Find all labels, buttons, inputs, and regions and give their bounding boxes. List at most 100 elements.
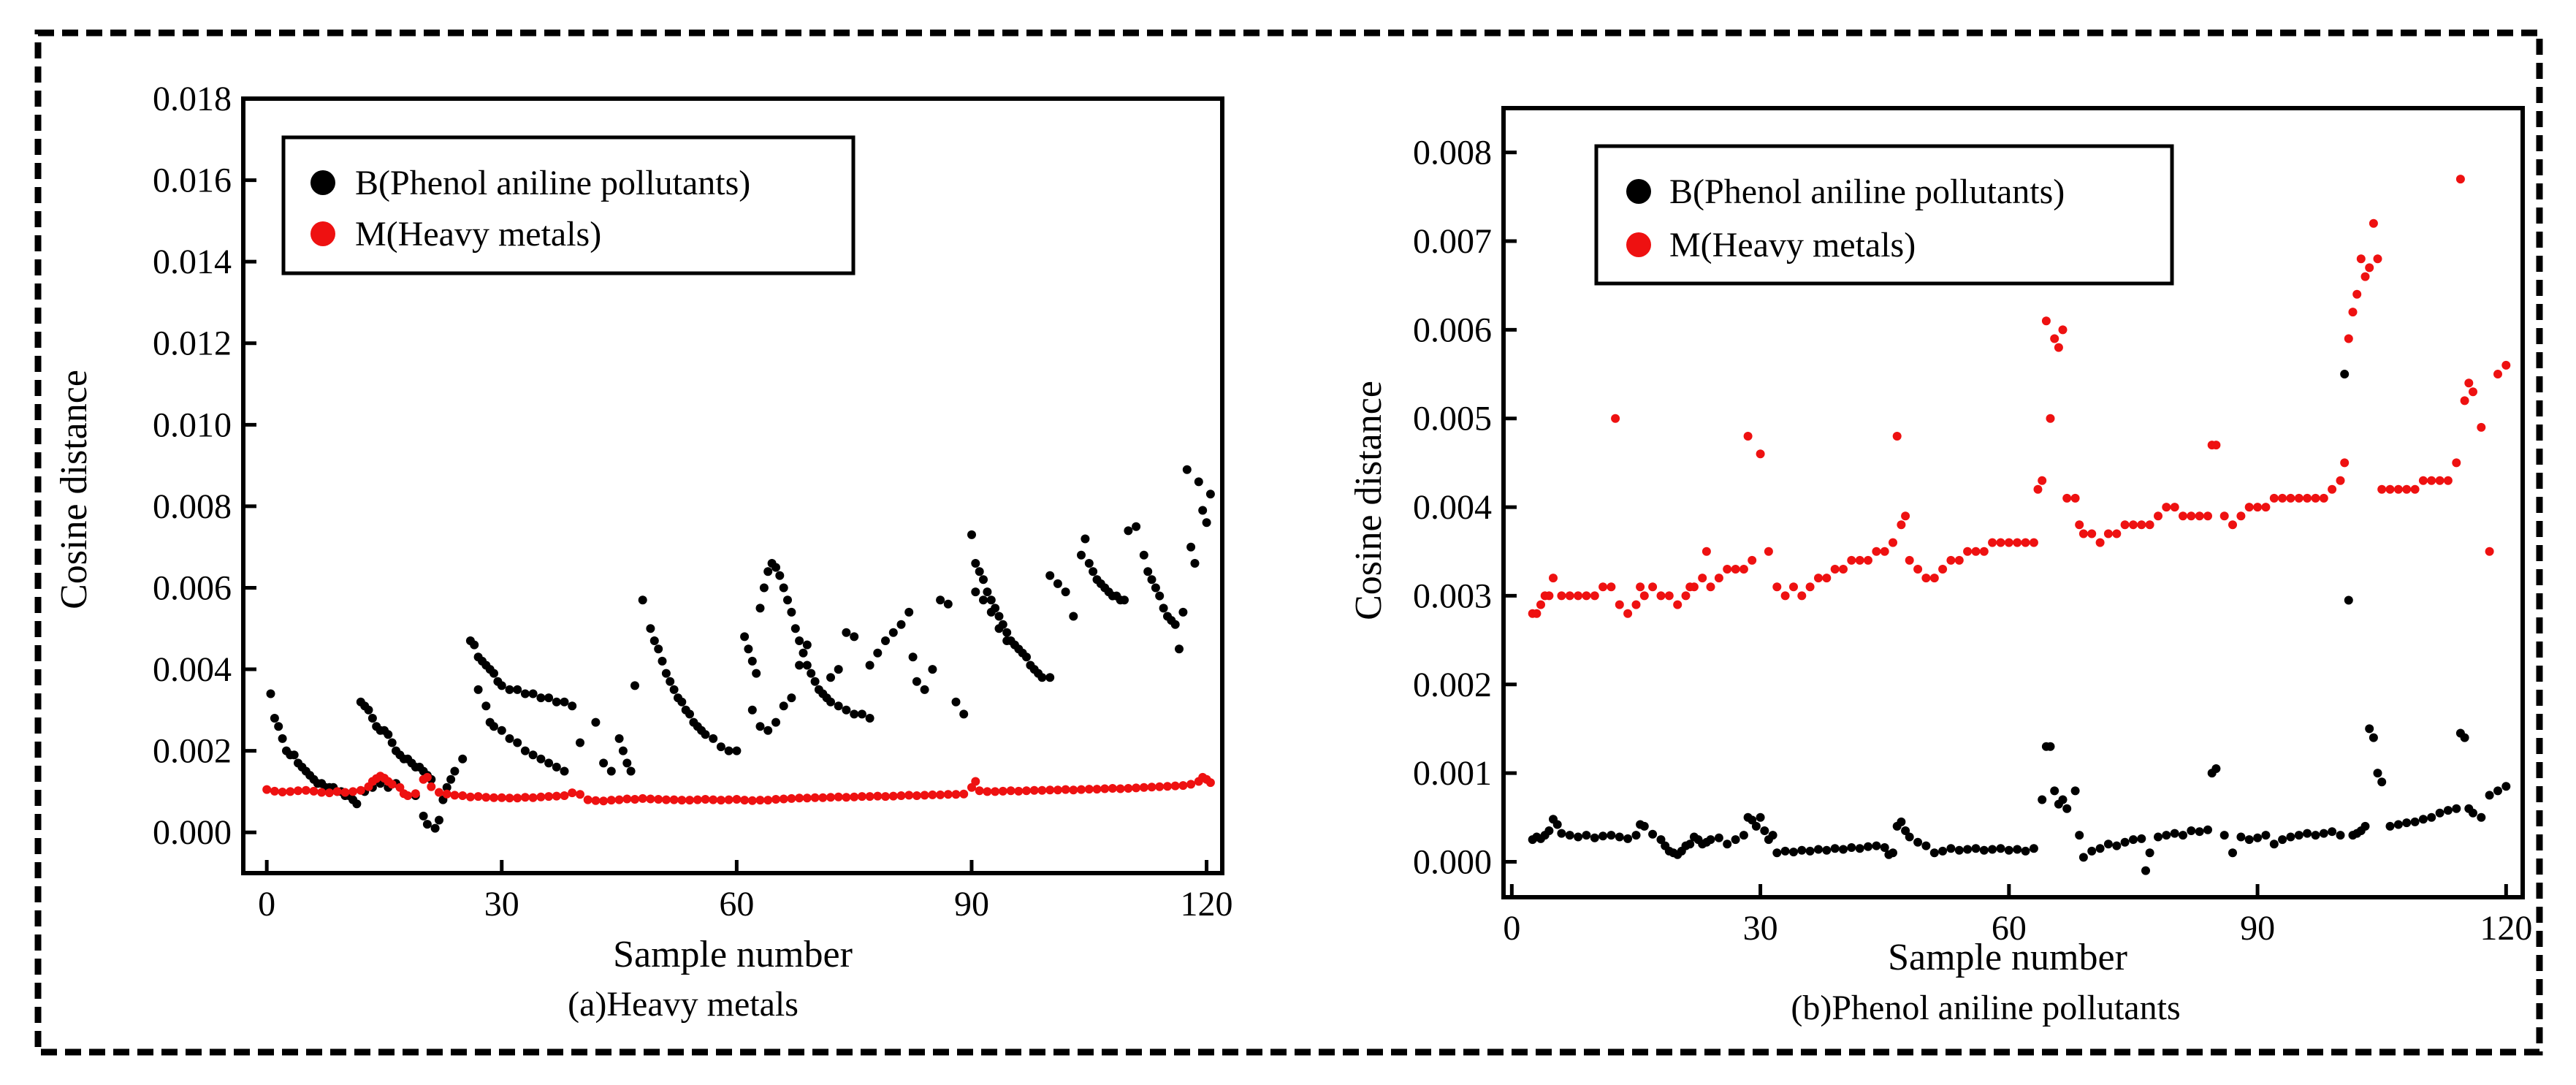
data-point-b	[649, 636, 659, 645]
data-point-m	[1170, 781, 1180, 791]
data-point-m	[959, 789, 969, 799]
data-point-m	[1590, 591, 1599, 601]
data-point-m	[2154, 511, 2162, 521]
data-point-b	[2373, 769, 2382, 778]
data-point-m	[1929, 574, 1939, 583]
data-point-b	[2162, 831, 2171, 840]
data-point-m	[1155, 782, 1165, 791]
data-point-m	[1814, 574, 1823, 583]
data-point-b	[2410, 817, 2420, 826]
data-point-m	[560, 791, 569, 800]
data-point-b	[1565, 831, 1574, 840]
data-point-b	[513, 685, 522, 694]
data-point-b	[2170, 829, 2179, 838]
data-point-m	[1636, 582, 1645, 592]
data-point-m	[1536, 600, 1545, 609]
legend-box	[1594, 144, 2174, 286]
data-point-m	[1988, 538, 1997, 547]
data-point-b	[896, 620, 906, 629]
data-point-b	[1155, 591, 1165, 601]
data-point-b	[2050, 786, 2059, 796]
data-point-m	[1178, 781, 1188, 791]
data-point-b	[2187, 826, 2196, 835]
data-point-b	[771, 717, 780, 727]
data-point-b	[274, 722, 283, 731]
data-points	[1528, 175, 2511, 875]
data-point-b	[842, 628, 851, 637]
data-point-m	[998, 786, 1007, 796]
data-point-m	[1971, 547, 1981, 556]
data-point-m	[2356, 254, 2366, 264]
data-point-b	[1053, 579, 1062, 588]
data-point-b	[520, 689, 530, 698]
data-point-b	[1847, 843, 1856, 852]
legend-marker-b	[310, 170, 335, 195]
data-point-m	[716, 796, 725, 805]
data-point-b	[450, 766, 460, 776]
data-point-b	[888, 628, 898, 637]
data-point-m	[1631, 600, 1641, 609]
y-tick-label: 0.008	[1413, 134, 1492, 172]
data-point-m	[818, 793, 828, 802]
data-point-b	[971, 559, 980, 568]
data-point-m	[951, 790, 961, 799]
data-point-b	[2452, 804, 2461, 813]
data-point-b	[568, 701, 577, 711]
data-point-m	[1963, 547, 1973, 556]
data-point-b	[904, 607, 914, 617]
data-point-b	[1889, 848, 1897, 858]
data-point-b	[755, 722, 765, 731]
data-point-m	[536, 792, 546, 802]
data-point-b	[2062, 804, 2072, 813]
data-point-b	[489, 669, 498, 678]
data-point-m	[622, 794, 632, 804]
data-point-b	[2269, 840, 2279, 849]
data-point-m	[834, 792, 843, 802]
data-point-b	[779, 701, 788, 711]
data-point-m	[1532, 609, 1542, 618]
y-tick-label: 0.004	[1413, 488, 1492, 527]
data-point-m	[2464, 378, 2474, 388]
data-point-m	[1897, 520, 1906, 530]
legend-marker-b	[1626, 179, 1651, 204]
data-point-b	[771, 563, 780, 572]
data-point-m	[1108, 784, 1117, 793]
data-point-m	[278, 788, 287, 796]
data-point-m	[435, 788, 443, 797]
y-tick-label: 0.003	[1413, 576, 1492, 615]
data-point-m	[1805, 582, 1815, 592]
axis-ticks: 0 30 60 90 120 0.000 0.002 0.004 0.006 0.008 0.010…	[153, 80, 1233, 924]
data-point-b	[799, 648, 808, 658]
data-point-b	[2460, 733, 2469, 742]
data-point-b	[752, 669, 761, 678]
data-point-m	[1139, 783, 1148, 792]
data-point-b	[1607, 831, 1616, 840]
data-point-b	[959, 709, 969, 719]
data-point-b	[352, 799, 362, 809]
data-point-b	[1205, 490, 1215, 499]
data-point-b	[638, 595, 647, 605]
data-point-b	[740, 632, 750, 642]
data-point-m	[1938, 565, 1948, 574]
data-point-m	[2070, 493, 2080, 503]
data-point-b	[473, 685, 483, 694]
data-point-m	[1772, 582, 1782, 592]
data-point-m	[2137, 520, 2146, 530]
data-point-m	[1607, 582, 1616, 592]
data-point-m	[771, 795, 780, 804]
data-point-m	[2360, 272, 2370, 281]
data-point-b	[943, 599, 953, 609]
data-point-b	[732, 746, 742, 755]
data-point-b	[536, 693, 546, 703]
data-point-m	[1544, 591, 1554, 601]
data-point-b	[2328, 827, 2337, 837]
data-point-b	[1913, 837, 1923, 847]
data-point-m	[1723, 565, 1732, 574]
data-point-b	[599, 758, 609, 768]
data-point-m	[450, 791, 460, 800]
data-point-b	[979, 595, 988, 605]
chart-panel-b: 0 30 60 90 120 0.000 0.001 0.002 0.003 0.004 0.005…	[1348, 106, 2532, 1027]
x-tick-label: 60	[719, 885, 754, 924]
data-point-m	[2269, 493, 2279, 503]
data-point-b	[2179, 831, 2187, 840]
